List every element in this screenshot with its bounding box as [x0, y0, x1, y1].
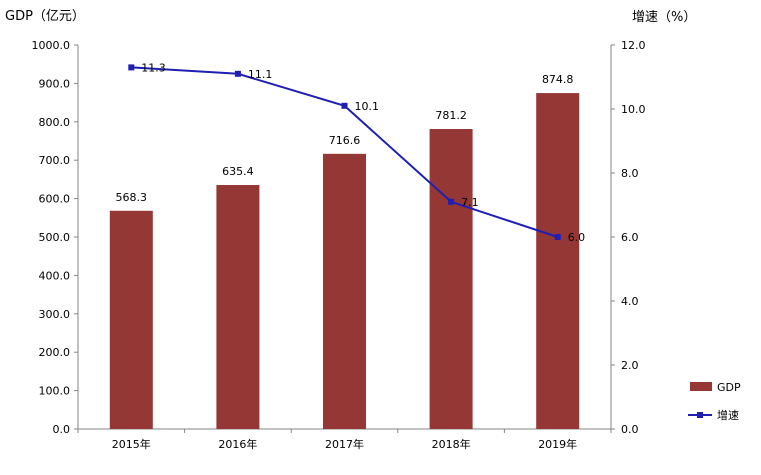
gdp-bar: [216, 185, 260, 429]
left-tick-label: 400.0: [39, 269, 71, 282]
right-tick-label: 8.0: [621, 167, 639, 180]
left-tick-label: 300.0: [39, 308, 71, 321]
gdp-bar: [109, 210, 153, 429]
right-tick-label: 12.0: [621, 39, 646, 52]
left-tick-label: 0.0: [53, 423, 71, 436]
growth-point: [234, 70, 241, 77]
left-tick-label: 200.0: [39, 346, 71, 359]
growth-point: [341, 102, 348, 109]
left-tick-label: 800.0: [39, 116, 71, 129]
x-tick-label: 2015年: [112, 437, 151, 451]
growth-point-label: 10.1: [355, 100, 380, 113]
left-tick-label: 100.0: [39, 385, 71, 398]
growth-point: [128, 64, 135, 71]
legend-gdp-label: GDP: [717, 381, 741, 394]
left-tick-label: 1000.0: [32, 39, 71, 52]
gdp-bar-labels: 568.3 635.4 716.6 781.2 874.8: [116, 73, 574, 204]
gdp-bar: [323, 153, 366, 429]
left-tick-label: 700.0: [39, 154, 71, 167]
x-tick-label: 2016年: [218, 437, 257, 451]
left-tick-label: 500.0: [39, 231, 71, 244]
right-tick-label: 10.0: [621, 103, 646, 116]
legend-growth-label: 增速: [717, 408, 739, 422]
growth-point-label: 11.1: [248, 68, 273, 81]
gdp-bar-label: 568.3: [116, 191, 148, 204]
growth-line: 11.3 11.1 10.1 7.1 6.0: [128, 61, 585, 244]
legend-gdp-swatch: [690, 382, 712, 391]
chart-axes: 0.0 100.0 200.0 300.0 400.0 500.0 600.0 700.0 80…: [5, 9, 696, 451]
right-tick-label: 0.0: [621, 423, 639, 436]
gdp-bar-label: 781.2: [435, 109, 467, 122]
left-axis-title: GDP（亿元）: [5, 9, 85, 24]
x-tick-label: 2019年: [538, 437, 577, 451]
gdp-bars: [109, 93, 580, 430]
right-tick-label: 2.0: [621, 359, 639, 372]
growth-point-label: 6.0: [568, 231, 586, 244]
gdp-bar-label: 716.6: [329, 134, 361, 147]
legend-growth-marker: [697, 412, 703, 418]
x-tick-label: 2017年: [325, 437, 364, 451]
x-tick-label: 2018年: [432, 437, 471, 451]
gdp-bar-label: 635.4: [222, 165, 254, 178]
gdp-bar: [536, 93, 580, 430]
growth-point-label: 11.3: [141, 61, 166, 74]
growth-point: [554, 234, 561, 240]
gdp-bar: [429, 129, 473, 429]
gdp-bar-label: 874.8: [542, 73, 574, 86]
left-tick-label: 900.0: [39, 77, 71, 90]
left-tick-label: 600.0: [39, 193, 71, 206]
right-tick-label: 4.0: [621, 295, 639, 308]
chart-legend: GDP 增速: [688, 381, 741, 422]
right-tick-label: 6.0: [621, 231, 639, 244]
growth-point: [448, 198, 455, 205]
growth-point-label: 7.1: [461, 196, 479, 209]
right-axis-title: 增速（%）: [632, 10, 696, 25]
